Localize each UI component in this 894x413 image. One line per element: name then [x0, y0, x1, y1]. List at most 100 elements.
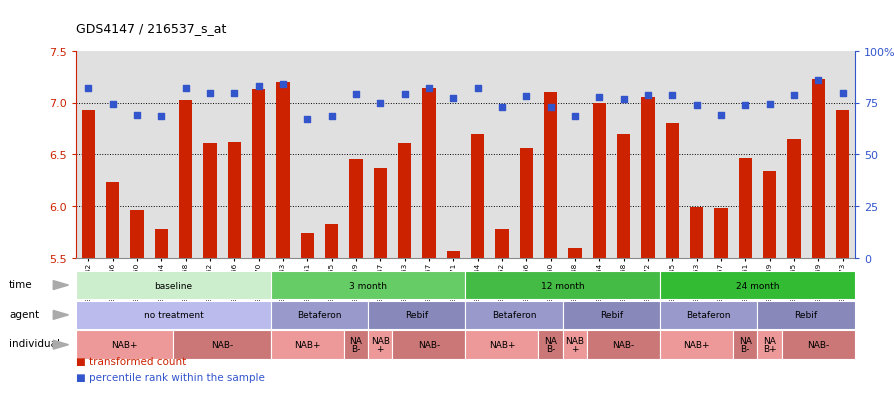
Bar — [787, 139, 800, 258]
Bar — [713, 209, 727, 258]
Point — [178, 85, 192, 92]
Point — [664, 93, 679, 99]
Point — [786, 93, 800, 99]
Point — [251, 83, 266, 90]
Bar — [367, 330, 392, 359]
Text: NAB+: NAB+ — [112, 340, 138, 349]
Bar — [373, 168, 386, 258]
Point — [738, 102, 752, 109]
Text: NAB+: NAB+ — [488, 340, 515, 349]
Bar — [586, 330, 659, 359]
Text: time: time — [9, 279, 33, 289]
Text: NAB
+: NAB + — [565, 336, 584, 354]
Point — [470, 85, 485, 92]
Point — [543, 104, 557, 111]
Bar — [446, 251, 460, 258]
Bar — [465, 330, 538, 359]
Point — [324, 113, 338, 120]
Bar — [349, 160, 362, 258]
Text: Betaferon: Betaferon — [686, 311, 730, 320]
Bar — [465, 271, 659, 300]
Bar — [538, 330, 562, 359]
Bar — [592, 103, 605, 258]
Polygon shape — [54, 340, 69, 349]
Text: NAB-: NAB- — [611, 340, 634, 349]
Bar — [398, 143, 411, 258]
Point — [834, 90, 848, 97]
Point — [445, 96, 460, 102]
Text: ■ transformed count: ■ transformed count — [76, 356, 186, 366]
Bar — [173, 330, 270, 359]
Point — [762, 101, 776, 107]
Bar — [835, 111, 848, 258]
Text: Betaferon: Betaferon — [492, 311, 536, 320]
Bar — [470, 134, 484, 258]
Point — [640, 93, 654, 99]
Bar — [392, 330, 465, 359]
Text: NAB+: NAB+ — [293, 340, 320, 349]
Bar — [689, 207, 703, 258]
Bar — [155, 229, 168, 258]
Point — [810, 77, 824, 84]
Bar — [544, 93, 557, 258]
Text: individual: individual — [9, 339, 60, 349]
Point — [688, 102, 703, 109]
Bar — [616, 134, 629, 258]
Bar — [756, 330, 780, 359]
Bar — [562, 301, 659, 330]
Text: NAB-: NAB- — [417, 340, 440, 349]
Text: ■ percentile rank within the sample: ■ percentile rank within the sample — [76, 372, 265, 382]
Bar — [300, 233, 314, 258]
Text: 24 month: 24 month — [735, 281, 779, 290]
Bar — [276, 83, 290, 258]
Bar — [325, 224, 338, 258]
Text: NAB-: NAB- — [211, 340, 233, 349]
Bar — [519, 149, 532, 258]
Bar — [130, 211, 143, 258]
Bar — [562, 330, 586, 359]
Text: NA
B-: NA B- — [544, 336, 556, 354]
Text: baseline: baseline — [154, 281, 192, 290]
Text: NA
B-: NA B- — [349, 336, 362, 354]
Point — [81, 85, 96, 92]
Bar — [76, 271, 270, 300]
Bar — [659, 301, 756, 330]
Text: GDS4147 / 216537_s_at: GDS4147 / 216537_s_at — [76, 22, 226, 35]
Point — [154, 113, 168, 120]
Text: agent: agent — [9, 309, 39, 319]
Bar — [367, 301, 465, 330]
Bar — [568, 249, 581, 258]
Bar — [640, 98, 654, 258]
Bar — [76, 301, 270, 330]
Text: Rebif: Rebif — [405, 311, 428, 320]
Text: NA
B-: NA B- — [738, 336, 751, 354]
Point — [349, 92, 363, 98]
Bar — [732, 330, 756, 359]
Bar — [227, 142, 240, 258]
Point — [105, 101, 120, 107]
Bar — [762, 171, 775, 258]
Bar — [270, 301, 367, 330]
Bar — [494, 229, 508, 258]
Text: 3 month: 3 month — [349, 281, 386, 290]
Text: NAB+: NAB+ — [682, 340, 709, 349]
Polygon shape — [54, 281, 69, 290]
Text: NAB
+: NAB + — [370, 336, 389, 354]
Text: Rebif: Rebif — [794, 311, 817, 320]
Bar — [343, 330, 367, 359]
Point — [494, 104, 509, 111]
Point — [592, 95, 606, 102]
Point — [373, 100, 387, 107]
Bar — [76, 330, 173, 359]
Bar — [251, 90, 265, 258]
Point — [713, 112, 727, 119]
Text: NA
B+: NA B+ — [762, 336, 775, 354]
Text: no treatment: no treatment — [143, 311, 203, 320]
Bar — [203, 143, 216, 258]
Bar — [422, 89, 435, 258]
Point — [299, 116, 314, 123]
Point — [227, 90, 241, 97]
Bar — [179, 101, 192, 258]
Text: Betaferon: Betaferon — [297, 311, 342, 320]
Bar — [780, 330, 854, 359]
